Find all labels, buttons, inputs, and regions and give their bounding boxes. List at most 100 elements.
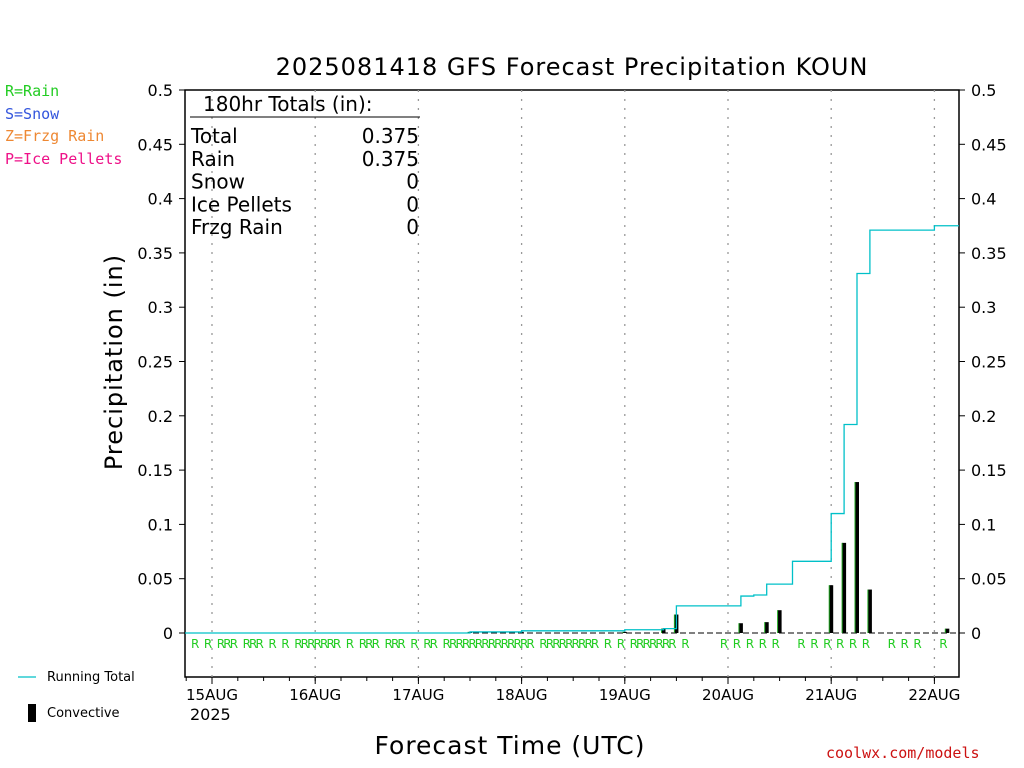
y-tick-label-left: 0.15 <box>137 461 173 480</box>
totals-row-label: Total <box>190 124 238 148</box>
ptype-marker: R <box>468 637 476 651</box>
convective-bar <box>764 622 769 633</box>
ptype-marker: R <box>507 637 515 651</box>
ptype-marker: R <box>630 637 638 651</box>
convective-bar <box>945 628 950 633</box>
running-total-legend-label: Running Total <box>47 670 135 685</box>
y-axis-label: Precipitation (in) <box>100 254 128 470</box>
convective-legend-label: Convective <box>47 706 120 721</box>
ptype-marker: R <box>901 637 909 651</box>
y-tick-label-right: 0.15 <box>971 461 1007 480</box>
ptype-legend-item: Z=Frzg Rain <box>5 127 105 145</box>
ptype-marker: R <box>462 637 470 651</box>
totals-row-label: Frzg Rain <box>191 215 283 239</box>
ptype-marker: R <box>397 637 405 651</box>
x-tick-label: 20AUG <box>702 686 754 704</box>
ptype-marker: R <box>604 637 612 651</box>
totals-row-value: 0 <box>406 215 419 239</box>
ptype-marker: R <box>249 637 257 651</box>
ptype-legend-item: R=Rain <box>5 82 60 100</box>
convective-legend-swatch <box>28 704 36 722</box>
ptype-legend-item: P=Ice Pellets <box>5 149 123 168</box>
ptype-marker: R <box>256 637 264 651</box>
x-axis-label: Forecast Time (UTC) <box>374 731 646 760</box>
ptype-marker: R <box>572 637 580 651</box>
convective-bar <box>855 482 859 633</box>
ptype-marker: R <box>372 637 380 651</box>
ptype-marker: R <box>320 637 328 651</box>
ptype-marker: R <box>546 637 554 651</box>
ptype-marker: R <box>772 637 780 651</box>
credit-link[interactable]: coolwx.com/models <box>826 744 980 762</box>
y-tick-label-left: 0.3 <box>148 298 173 317</box>
convective-bar <box>738 623 743 633</box>
convective-bar <box>777 610 782 633</box>
ptype-marker: R <box>326 637 334 651</box>
ptype-marker: R <box>617 637 625 651</box>
convective-bar <box>842 542 847 633</box>
ptype-marker: R <box>230 637 238 651</box>
y-tick-label-left: 0.25 <box>137 353 173 372</box>
y-tick-label-left: 0.05 <box>137 570 173 589</box>
ptype-marker: R <box>649 637 657 651</box>
x-tick-label: 15AUG <box>186 686 238 704</box>
ptype-marker: R <box>578 637 586 651</box>
ptype-marker: R <box>643 637 651 651</box>
totals-row-value: 0 <box>406 170 419 194</box>
bottom-legend: Running Total Convective <box>14 664 184 734</box>
x-tick-label: 19AUG <box>599 686 651 704</box>
ptype-marker: R <box>888 637 896 651</box>
ptype-marker: R <box>746 637 754 651</box>
ptype-marker: R <box>636 637 644 651</box>
ptype-marker: R <box>526 637 534 651</box>
convective-bar <box>867 589 872 633</box>
ptype-marker: R <box>430 637 438 651</box>
ptype-marker: R <box>314 637 322 651</box>
totals-row-label: Snow <box>191 170 245 194</box>
ptype-marker: R <box>720 637 728 651</box>
totals-row-value: 0 <box>406 192 419 216</box>
ptype-marker: R <box>823 637 831 651</box>
ptype-marker: R <box>217 637 225 651</box>
ptype-marker: R <box>501 637 509 651</box>
y-tick-label-left: 0.45 <box>137 135 173 154</box>
ptype-marker: R <box>662 637 670 651</box>
ptype-marker: R <box>301 637 309 651</box>
ptype-marker: R <box>359 637 367 651</box>
y-tick-label-left: 0.4 <box>148 190 173 209</box>
ptype-marker: R <box>810 637 818 651</box>
y-tick-label-right: 0.35 <box>971 244 1007 263</box>
y-tick-label-right: 0.1 <box>971 515 996 534</box>
ptype-marker: R <box>365 637 373 651</box>
ptype-marker: R <box>443 637 451 651</box>
ptype-marker: R <box>307 637 315 651</box>
ptype-marker: R <box>494 637 502 651</box>
ptype-marker: R <box>862 637 870 651</box>
totals-row-value: 0.375 <box>362 124 419 148</box>
x-tick-label: 17AUG <box>392 686 444 704</box>
ptype-marker: R <box>797 637 805 651</box>
totals-row-value: 0.375 <box>362 147 419 171</box>
ptype-marker: R <box>391 637 399 651</box>
y-tick-label-left: 0 <box>163 624 173 643</box>
ptype-marker: R <box>559 637 567 651</box>
ptype-marker: R <box>591 637 599 651</box>
ptype-marker: R <box>223 637 231 651</box>
y-tick-label-right: 0.25 <box>971 353 1007 372</box>
ptype-marker: R <box>481 637 489 651</box>
x-tick-label: 16AUG <box>289 686 341 704</box>
y-tick-label-right: 0.5 <box>971 81 996 100</box>
ptype-marker: R <box>836 637 844 651</box>
ptype-marker: R <box>191 637 199 651</box>
ptype-marker: R <box>294 637 302 651</box>
convective-bar <box>661 628 666 633</box>
totals-row-label: Ice Pellets <box>191 192 292 216</box>
chart-title: 2025081418 GFS Forecast Precipitation KO… <box>276 53 869 81</box>
ptype-marker: R <box>733 637 741 651</box>
ptype-marker: R <box>939 637 947 651</box>
ptype-marker: R <box>584 637 592 651</box>
x-axis: 15AUG 16AUG 17AUG 18AUG 19AUG 20AUG 21AUG 22AUG <box>185 677 960 704</box>
ptype-marker: R <box>268 637 276 651</box>
